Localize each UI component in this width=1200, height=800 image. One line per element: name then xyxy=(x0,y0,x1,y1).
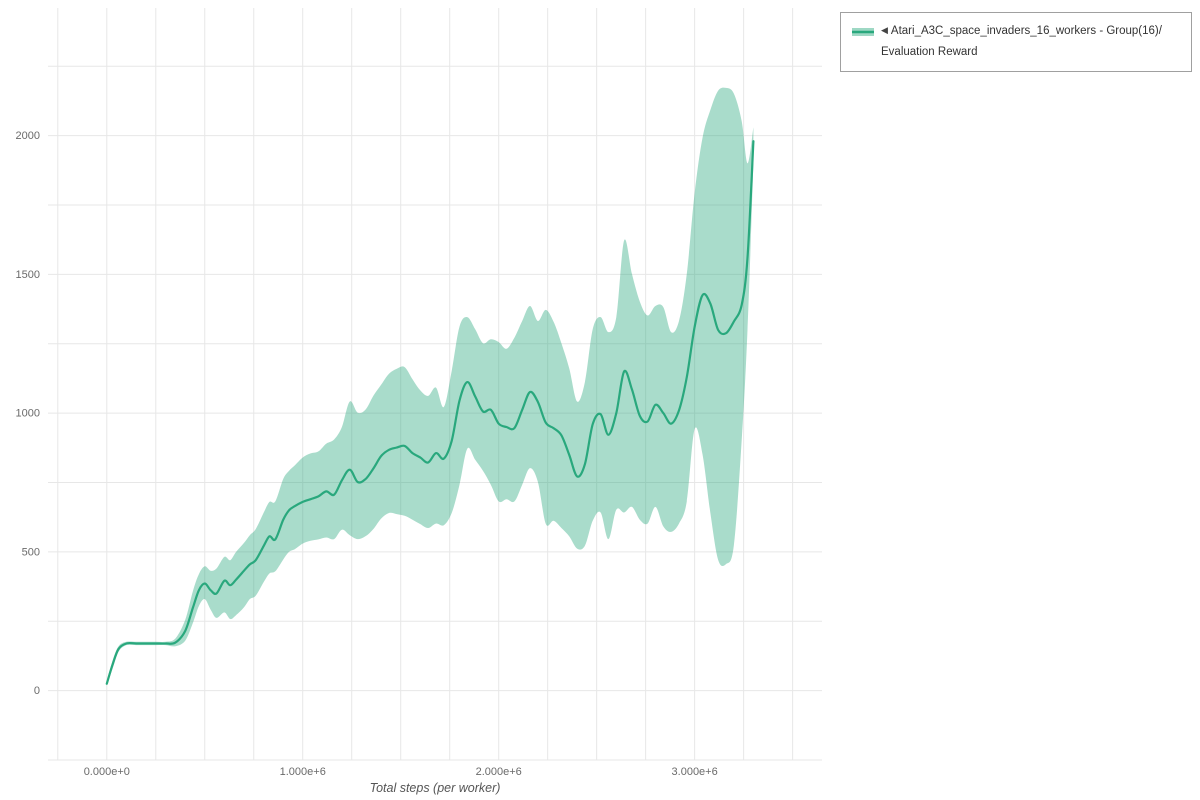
x-axis-title: Total steps (per worker) xyxy=(369,781,501,795)
legend-series-label: Atari_A3C_space_invaders_16_workers - Gr… xyxy=(890,25,1162,37)
y-tick-label: 0 xyxy=(34,685,40,697)
y-tick-label: 1000 xyxy=(16,408,40,420)
y-tick-label: 2000 xyxy=(16,130,40,142)
x-tick-label: 3.000e+6 xyxy=(672,766,718,778)
y-tick-label: 500 xyxy=(22,546,40,558)
x-tick-label: 0.000e+0 xyxy=(84,766,130,778)
x-tick-label: 2.000e+6 xyxy=(476,766,522,778)
legend-box: ◀ Atari_A3C_space_invaders_16_workers - G… xyxy=(840,12,1192,72)
reward-std-band xyxy=(106,87,754,686)
legend-swatch-icon xyxy=(851,25,875,39)
reward-mean-line[interactable] xyxy=(105,140,755,685)
legend-entry[interactable]: ◀ Atari_A3C_space_invaders_16_workers - G… xyxy=(851,21,1181,63)
legend-label: ◀ Atari_A3C_space_invaders_16_workers - G… xyxy=(881,21,1162,63)
y-tick-label: 1500 xyxy=(16,269,40,281)
legend-metric-label: Evaluation Reward xyxy=(881,46,978,58)
x-tick-label: 1.000e+6 xyxy=(280,766,326,778)
legend-collapse-icon[interactable]: ◀ xyxy=(881,25,888,35)
